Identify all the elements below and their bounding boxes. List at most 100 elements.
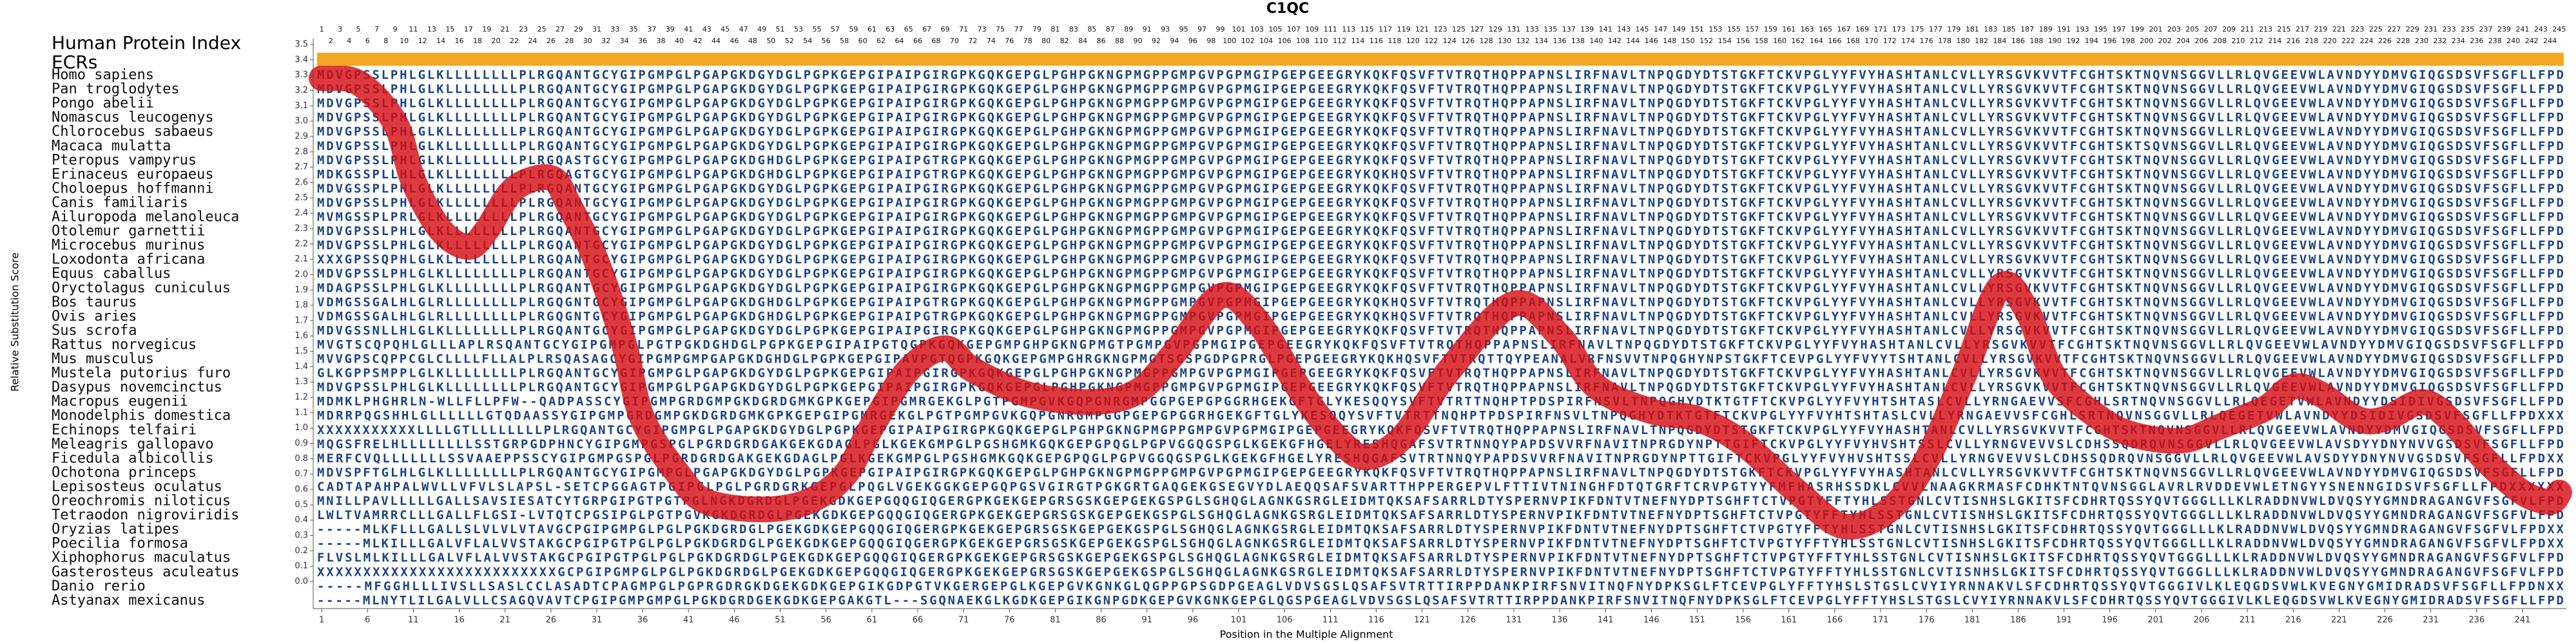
species-name: Tetraodon nigroviridis [52, 507, 239, 524]
species-name: Chlorocebus sabaeus [52, 124, 214, 140]
index-number: 150 [1681, 37, 1695, 45]
index-number: 196 [2103, 37, 2116, 45]
x-tick-label: 81 [1050, 616, 1061, 625]
x-tick-label: 1 [319, 616, 324, 625]
index-number: 170 [1864, 37, 1878, 45]
x-tick-label: 241 [2515, 616, 2531, 625]
x-tick-label: 101 [1231, 616, 1247, 625]
index-number: 24 [528, 37, 537, 45]
index-number: 51 [776, 25, 785, 33]
sequence: FLVSLMLKILLLGALVFLALVVSTAKGCPGIPGTPGLPGL… [317, 551, 2564, 565]
index-number: 106 [1278, 37, 1292, 45]
index-number: 184 [1993, 37, 2006, 45]
index-number: 54 [803, 37, 812, 45]
sequence: MDVSPFTGLHLGLKLLLLLLLLPLRGQANTGCYGIPGMPG… [317, 466, 2564, 480]
index-number: 78 [1023, 37, 1032, 45]
x-tick-label: 71 [958, 616, 969, 625]
index-number: 113 [1342, 25, 1355, 33]
index-number: 69 [941, 25, 950, 33]
species-name: Gasterosteus aculeatus [52, 564, 239, 580]
y-tick-label: 0.9 [295, 439, 308, 448]
x-tick-label: 61 [867, 616, 878, 625]
index-number: 126 [1461, 37, 1475, 45]
index-number: 138 [1571, 37, 1585, 45]
x-axis-title: Position in the Multiple Alignment [1219, 629, 1393, 641]
y-tick-label: 0.4 [295, 515, 308, 525]
index-number: 229 [2406, 25, 2419, 33]
index-number: 167 [1837, 25, 1851, 33]
index-number: 219 [2314, 25, 2327, 33]
index-number: 21 [501, 25, 510, 33]
index-number: 116 [1370, 37, 1383, 45]
index-number: 92 [1152, 37, 1161, 45]
index-number: 15 [445, 25, 454, 33]
index-number: 2 [329, 37, 333, 45]
species-name: Danio rerio [52, 578, 146, 594]
index-number: 90 [1133, 37, 1142, 45]
y-tick-label: 1.0 [295, 423, 308, 433]
x-tick-label: 86 [1096, 616, 1107, 625]
index-number: 87 [1106, 25, 1115, 33]
index-number: 132 [1516, 37, 1530, 45]
sequence: MDVGPSSLPHLGLKLLLLLLLLPLRGQANTGCYGIPGMPG… [317, 224, 2564, 238]
index-number: 99 [1216, 25, 1225, 33]
index-number: 58 [840, 37, 849, 45]
index-number: 25 [537, 25, 547, 33]
y-tick-label: 1.2 [295, 393, 308, 402]
index-number: 222 [2341, 37, 2355, 45]
index-number: 137 [1562, 25, 1576, 33]
x-tick-label: 176 [1919, 616, 1935, 625]
index-number: 204 [2176, 37, 2190, 45]
species-name: Mustela putorius furo [52, 365, 231, 381]
species-name: Lepisosteus oculatus [52, 478, 222, 495]
index-number: 245 [2552, 25, 2566, 33]
index-number: 36 [638, 37, 647, 45]
index-number: 74 [987, 37, 996, 45]
score-line [309, 65, 2572, 540]
y-tick-label: 2.6 [295, 178, 308, 187]
index-number: 168 [1846, 37, 1860, 45]
x-tick-label: 36 [637, 616, 648, 625]
index-number: 232 [2433, 37, 2446, 45]
y-tick-label: 1.6 [295, 331, 308, 341]
index-number: 86 [1097, 37, 1106, 45]
index-number: 16 [455, 37, 464, 45]
sequence: MDVGPSSLPHLGLKLLLLLLLLPLRGQANTGCYGIPGMPG… [317, 238, 2564, 252]
index-number: 203 [2167, 25, 2181, 33]
index-number: 107 [1287, 25, 1301, 33]
index-number: 207 [2204, 25, 2218, 33]
index-number: 124 [1443, 37, 1457, 45]
index-number: 236 [2470, 37, 2483, 45]
x-tick-label: 121 [1414, 616, 1430, 625]
x-tick-label: 26 [546, 616, 557, 625]
index-number: 155 [1727, 25, 1741, 33]
index-number: 26 [547, 37, 556, 45]
index-number: 241 [2515, 25, 2529, 33]
index-number: 181 [1966, 25, 1979, 33]
index-number: 125 [1452, 25, 1466, 33]
x-tick-label: 56 [820, 616, 831, 625]
index-number: 133 [1525, 25, 1539, 33]
index-number: 160 [1773, 37, 1787, 45]
species-name: Ailuropoda melanoleuca [52, 209, 239, 225]
index-number: 35 [629, 25, 638, 33]
index-number: 103 [1250, 25, 1264, 33]
index-number: 148 [1663, 37, 1676, 45]
y-tick-label: 0.6 [295, 485, 308, 495]
y-tick-label: 2.4 [295, 209, 308, 218]
index-number: 131 [1507, 25, 1520, 33]
index-number: 83 [1069, 25, 1078, 33]
index-number: 30 [583, 37, 592, 45]
species-name: Homo sapiens [52, 67, 154, 83]
sequence: MVMGSSPLPRLGLKLLLLLLLLPLRGQANTGCYGIPGMPG… [317, 210, 2564, 224]
x-tick-label: 131 [1506, 616, 1522, 625]
species-name: Otolemur garnettii [52, 223, 205, 240]
sequence: MQGSFRELHLLLLLLLLSSTGRPGDPHNCYGIPGMPGSPG… [317, 437, 2564, 451]
index-number: 11 [409, 25, 418, 33]
index-number: 94 [1170, 37, 1179, 45]
species-name: Echinops telfairi [52, 422, 197, 438]
species-name: Oryzias latipes [52, 522, 180, 538]
index-number: 227 [2387, 25, 2401, 33]
index-number: 84 [1078, 37, 1087, 45]
index-number: 199 [2131, 25, 2144, 33]
